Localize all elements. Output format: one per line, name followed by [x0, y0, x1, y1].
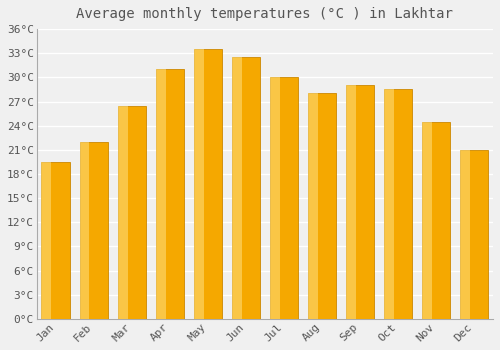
Bar: [346, 85, 356, 319]
Bar: [308, 93, 318, 319]
Bar: [156, 69, 184, 319]
Bar: [80, 142, 90, 319]
Bar: [156, 69, 166, 319]
Bar: [384, 90, 412, 319]
Bar: [194, 49, 222, 319]
Title: Average monthly temperatures (°C ) in Lakhtar: Average monthly temperatures (°C ) in La…: [76, 7, 454, 21]
Bar: [270, 77, 298, 319]
Bar: [460, 150, 488, 319]
Bar: [80, 142, 108, 319]
Bar: [118, 106, 146, 319]
Bar: [42, 162, 70, 319]
Bar: [384, 90, 394, 319]
Bar: [270, 77, 280, 319]
Bar: [194, 49, 203, 319]
Bar: [460, 150, 470, 319]
Bar: [422, 122, 432, 319]
Bar: [232, 57, 241, 319]
Bar: [346, 85, 374, 319]
Bar: [422, 122, 450, 319]
Bar: [118, 106, 128, 319]
Bar: [232, 57, 260, 319]
Bar: [308, 93, 336, 319]
Bar: [42, 162, 51, 319]
